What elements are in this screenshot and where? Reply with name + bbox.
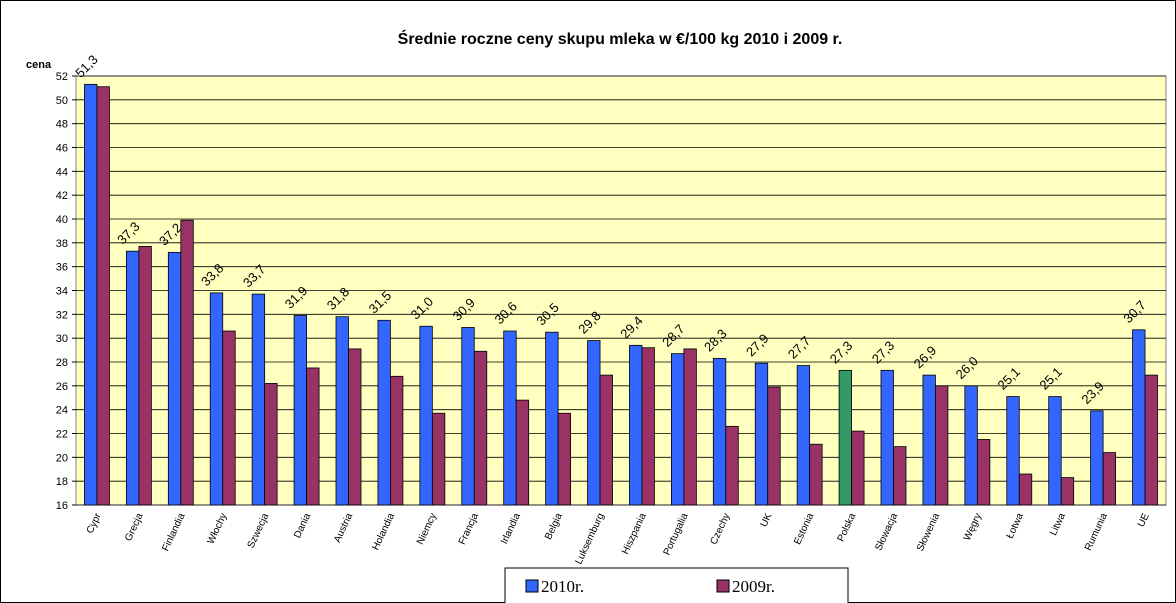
bar [557, 412, 572, 506]
bar [599, 374, 613, 506]
bar [461, 327, 475, 506]
y-tick-label: 16 [56, 500, 68, 512]
bar [473, 350, 488, 506]
bar [264, 383, 278, 506]
bar [222, 330, 236, 506]
bar [809, 443, 823, 506]
bar [796, 365, 811, 506]
y-tick-label: 48 [56, 119, 68, 131]
bar [629, 344, 643, 506]
legend-swatch [525, 579, 539, 593]
bar [935, 385, 949, 506]
bar [587, 340, 601, 506]
bar [419, 325, 433, 506]
x-tick-label: UE [1136, 511, 1152, 529]
y-tick-label: 28 [56, 357, 68, 369]
bar [754, 362, 769, 506]
chart-title: Średnie roczne ceny skupu mleka w €/100 … [398, 29, 843, 48]
bar [515, 399, 530, 506]
y-tick-label: 42 [56, 190, 68, 202]
bar [670, 353, 685, 506]
bar [683, 348, 697, 506]
bar [251, 293, 266, 506]
bar [125, 250, 140, 506]
y-tick-label: 50 [56, 95, 68, 107]
bar [922, 374, 936, 506]
bar [1132, 329, 1146, 506]
legend-label: 2010r. [541, 577, 584, 596]
bar [1090, 410, 1104, 506]
bar [167, 251, 182, 506]
y-tick-label: 22 [56, 429, 68, 441]
y-axis-label: cena [26, 59, 52, 71]
bar [180, 219, 194, 506]
y-tick-label: 52 [56, 71, 68, 83]
bar [1006, 396, 1020, 506]
bar [293, 315, 307, 506]
x-tick-label: UK [759, 511, 775, 529]
bar [1144, 374, 1158, 506]
bar [335, 316, 349, 506]
y-tick-label: 20 [56, 452, 68, 464]
legend-swatch [716, 579, 730, 593]
bar [348, 348, 362, 506]
bar [96, 86, 110, 506]
y-tick-label: 36 [56, 262, 68, 274]
bar [880, 369, 894, 506]
y-tick-label: 24 [56, 405, 68, 417]
bar [712, 358, 727, 506]
bar [431, 412, 446, 506]
bar [390, 375, 404, 506]
bar [976, 439, 991, 506]
y-tick-label: 34 [56, 286, 68, 298]
bar [306, 367, 320, 506]
bar [1060, 477, 1075, 506]
bar [838, 369, 852, 506]
y-tick-label: 46 [56, 143, 68, 155]
y-tick-label: 44 [56, 166, 68, 178]
bar [209, 292, 224, 506]
bar [545, 331, 559, 506]
bar [641, 347, 655, 506]
bar [1018, 473, 1033, 506]
bar [964, 385, 978, 506]
bar [851, 430, 865, 506]
bar [893, 446, 907, 506]
legend [504, 567, 849, 603]
bar [767, 386, 781, 506]
y-tick-label: 38 [56, 238, 68, 250]
y-tick-label: 40 [56, 214, 68, 226]
bar [377, 319, 391, 506]
y-tick-label: 30 [56, 333, 68, 345]
y-tick-label: 26 [56, 381, 68, 393]
legend-label: 2009r. [732, 577, 775, 596]
bar [84, 83, 98, 506]
y-tick-label: 32 [56, 309, 68, 321]
bar [725, 425, 739, 506]
bar [1048, 396, 1062, 506]
y-tick-label: 18 [56, 476, 68, 488]
bar [503, 330, 517, 506]
bar [138, 246, 152, 506]
bar [1102, 452, 1117, 506]
